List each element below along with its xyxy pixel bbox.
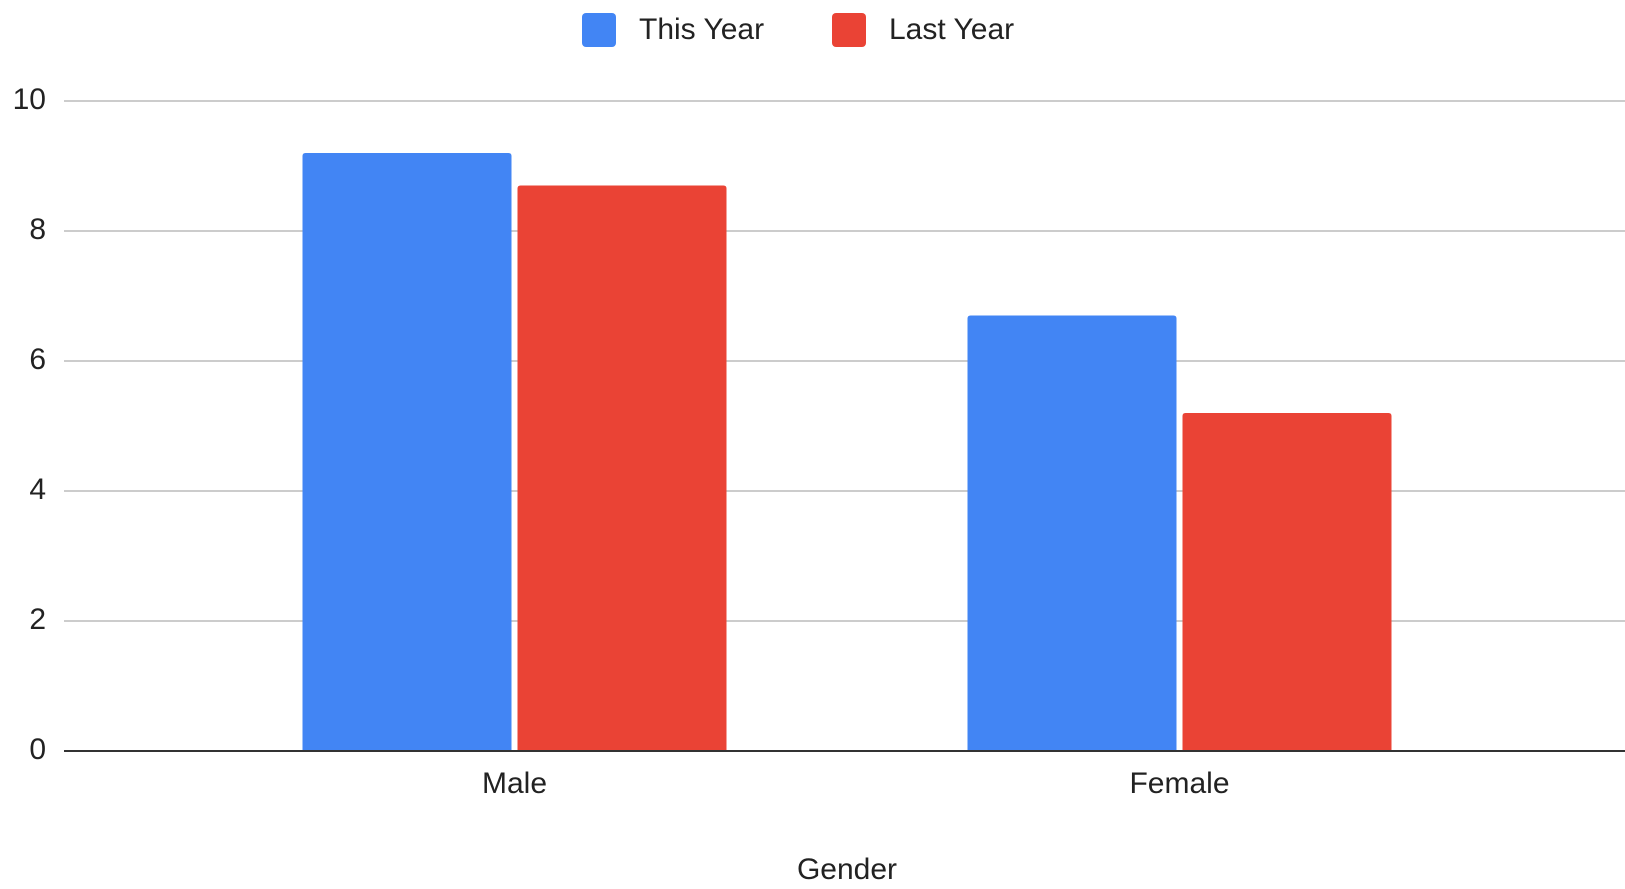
legend-swatch bbox=[582, 13, 616, 47]
y-tick-label: 6 bbox=[29, 343, 46, 376]
y-tick-label: 8 bbox=[29, 213, 46, 246]
y-tick-label: 0 bbox=[29, 733, 46, 766]
legend-swatch bbox=[832, 13, 866, 47]
x-tick-label: Female bbox=[1129, 767, 1229, 800]
y-tick-label: 10 bbox=[13, 83, 46, 116]
bar bbox=[302, 153, 512, 751]
y-tick-label: 2 bbox=[29, 603, 46, 636]
x-tick-label: Male bbox=[482, 767, 547, 800]
bar bbox=[967, 315, 1177, 751]
bar bbox=[1182, 413, 1392, 751]
y-tick-label: 4 bbox=[29, 473, 46, 506]
legend-label: Last Year bbox=[889, 13, 1014, 46]
x-axis-title: Gender bbox=[797, 853, 897, 886]
legend-label: This Year bbox=[639, 13, 764, 46]
bar bbox=[517, 185, 727, 751]
